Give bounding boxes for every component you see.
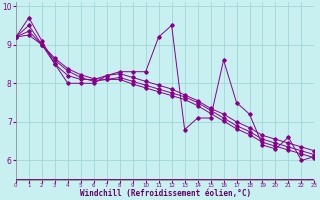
X-axis label: Windchill (Refroidissement éolien,°C): Windchill (Refroidissement éolien,°C) — [80, 189, 251, 198]
